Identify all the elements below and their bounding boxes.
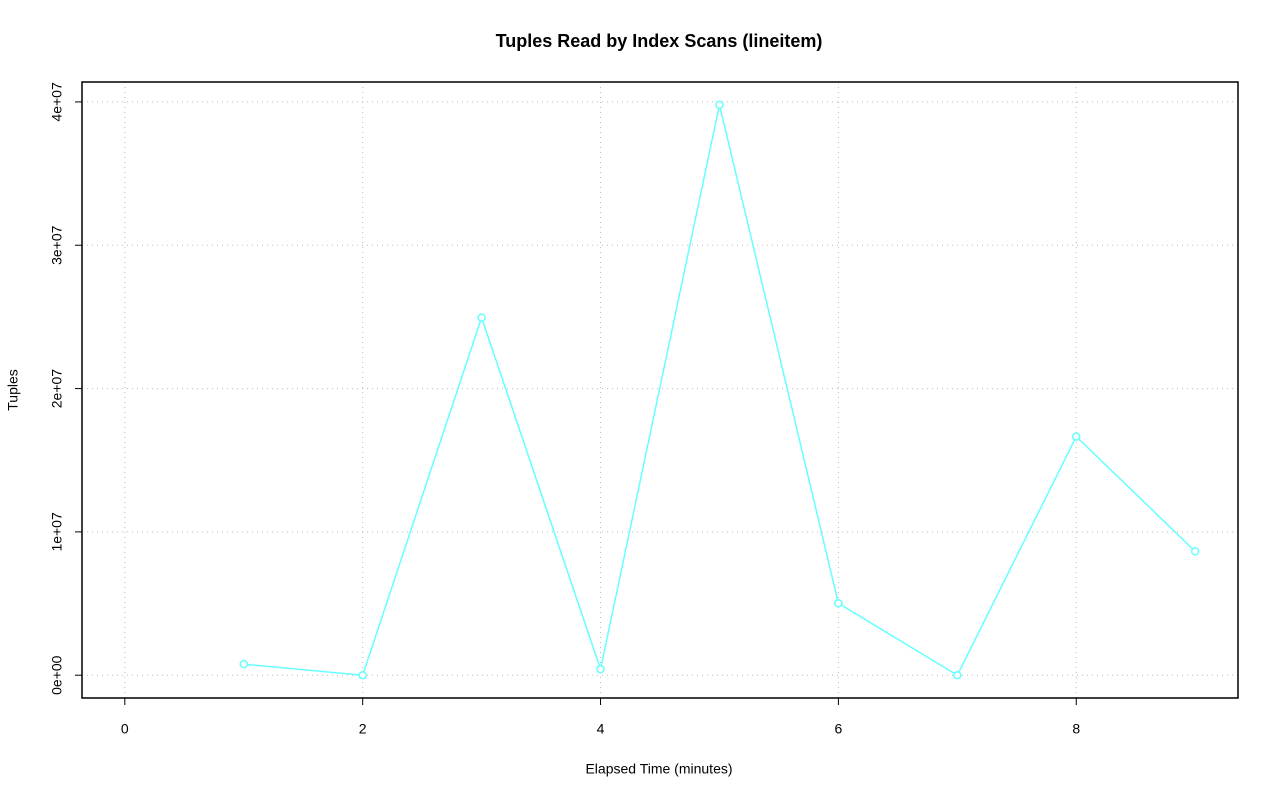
x-axis-label: Elapsed Time (minutes) — [585, 761, 732, 777]
x-tick-label: 8 — [1072, 721, 1080, 737]
x-tick-label: 4 — [597, 721, 605, 737]
y-tick-label: 1e+07 — [49, 512, 65, 552]
y-tick-label: 0e+00 — [49, 655, 65, 695]
y-tick-label: 2e+07 — [49, 369, 65, 409]
x-tick-label: 6 — [834, 721, 842, 737]
x-tick-label: 0 — [121, 721, 129, 737]
y-axis-label: Tuples — [5, 369, 21, 411]
data-point — [596, 664, 605, 674]
data-point — [477, 313, 486, 322]
data-point — [239, 659, 248, 669]
data-point — [715, 100, 724, 110]
data-point — [358, 670, 367, 680]
y-tick-label: 3e+07 — [49, 225, 65, 265]
x-tick-label: 2 — [359, 721, 367, 737]
chart-title: Tuples Read by Index Scans (lineitem) — [496, 31, 823, 51]
y-tick-label: 4e+07 — [49, 82, 65, 122]
data-point — [1072, 432, 1081, 441]
plot-frame — [81, 81, 1239, 699]
data-point — [953, 670, 962, 680]
data-point — [1190, 547, 1200, 556]
data-line — [243, 104, 1196, 677]
data-point — [834, 599, 843, 608]
